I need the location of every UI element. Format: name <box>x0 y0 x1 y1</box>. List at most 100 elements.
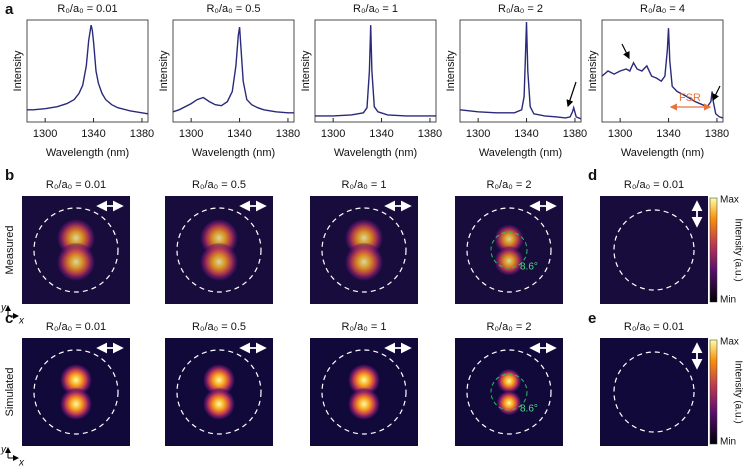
green-circle <box>490 231 528 269</box>
image-title: R₀/a₀ = 0.5 <box>192 321 246 333</box>
outline-circle <box>176 207 262 293</box>
x-tick-label: 1380 <box>276 128 300 140</box>
intensity-spot <box>494 224 524 254</box>
angle-label: 8.6° <box>520 404 538 415</box>
image-title: R₀/a₀ = 0.5 <box>192 179 246 191</box>
x-tick-label: 1340 <box>369 128 393 140</box>
plot-frame <box>459 19 582 123</box>
intensity-spot <box>347 387 381 421</box>
x-tick-label: 1300 <box>33 128 57 140</box>
spectrum-line <box>601 28 724 119</box>
arrow <box>712 85 721 102</box>
spectrum-line <box>27 24 149 115</box>
image-title: R₀/a₀ = 1 <box>342 321 387 333</box>
chart-title: R₀/a₀ = 0.01 <box>57 3 117 15</box>
intensity-spot <box>202 363 236 397</box>
colorbar-label: Intensity (a.u.) <box>732 360 743 423</box>
colorbar-min: Min <box>720 295 736 306</box>
image-title: R₀/a₀ = 0.01 <box>46 321 106 333</box>
outline-circle <box>613 351 695 433</box>
y-axis-label: Intensity <box>587 50 599 91</box>
outline-circle <box>321 349 407 435</box>
x-axis-label: Wavelength (nm) <box>334 147 417 159</box>
axis-y-label: y <box>0 303 7 314</box>
plot-frame <box>26 19 149 123</box>
intensity-spot <box>202 387 236 421</box>
panel-label: a <box>5 1 14 18</box>
outline-circle <box>176 349 262 435</box>
panel-label: d <box>588 167 597 184</box>
outline-circle <box>466 207 552 293</box>
image-background <box>600 196 708 304</box>
intensity-spot <box>496 368 522 394</box>
panel-label: e <box>588 310 596 327</box>
y-axis-label: Intensity <box>12 50 24 91</box>
image-title: R₀/a₀ = 2 <box>487 179 532 191</box>
axis-x-label: x <box>18 458 25 469</box>
plot-frame <box>601 19 724 123</box>
plot-frame <box>314 19 437 123</box>
image-title: R₀/a₀ = 0.01 <box>624 321 684 333</box>
x-axis-label: Wavelength (nm) <box>46 147 129 159</box>
x-tick-label: 1300 <box>466 128 490 140</box>
image-background <box>600 338 708 446</box>
x-tick-label: 1380 <box>418 128 442 140</box>
panel-label: c <box>5 310 13 327</box>
chart-title: R₀/a₀ = 0.5 <box>206 3 260 15</box>
x-tick-label: 1300 <box>608 128 632 140</box>
outline-circle <box>33 207 119 293</box>
chart-title: R₀/a₀ = 1 <box>353 3 398 15</box>
x-axis-label: Wavelength (nm) <box>192 147 275 159</box>
row-label: Simulated <box>4 368 16 417</box>
green-circle <box>490 373 528 411</box>
intensity-spot <box>347 363 381 397</box>
x-axis-label: Wavelength (nm) <box>479 147 562 159</box>
x-tick-label: 1380 <box>130 128 154 140</box>
outline-circle <box>613 209 695 291</box>
colorbar <box>709 339 718 445</box>
axis-x-label: x <box>18 316 25 327</box>
x-tick-label: 1340 <box>656 128 680 140</box>
intensity-spot <box>496 390 522 416</box>
angle-label: 8.6° <box>520 262 538 273</box>
arrow <box>621 43 630 60</box>
intensity-spot <box>56 242 96 282</box>
fsr-label: FSR <box>679 92 701 104</box>
x-tick-label: 1300 <box>179 128 203 140</box>
arrow <box>566 81 577 108</box>
image-title: R₀/a₀ = 0.01 <box>46 179 106 191</box>
colorbar-min: Min <box>720 437 736 448</box>
y-axis-label: Intensity <box>445 50 457 91</box>
axis-y-label: y <box>0 445 7 456</box>
outline-circle <box>33 349 119 435</box>
y-axis-label: Intensity <box>300 50 312 91</box>
spectrum-line <box>315 25 436 117</box>
x-axis-label: Wavelength (nm) <box>621 147 704 159</box>
colorbar <box>709 197 718 303</box>
colorbar-label: Intensity (a.u.) <box>732 218 743 281</box>
x-tick-label: 1340 <box>514 128 538 140</box>
plot-frame <box>172 19 295 123</box>
intensity-spot <box>199 242 239 282</box>
spectrum-line <box>172 26 294 114</box>
chart-title: R₀/a₀ = 2 <box>498 3 543 15</box>
chart-title: R₀/a₀ = 4 <box>640 3 685 15</box>
y-axis-label: Intensity <box>158 50 170 91</box>
image-title: R₀/a₀ = 1 <box>342 179 387 191</box>
intensity-spot <box>344 242 384 282</box>
spectrum-line <box>459 21 582 120</box>
image-title: R₀/a₀ = 2 <box>487 321 532 333</box>
colorbar-max: Max <box>720 195 739 206</box>
outline-circle <box>466 349 552 435</box>
x-tick-label: 1380 <box>563 128 587 140</box>
x-tick-label: 1340 <box>81 128 105 140</box>
intensity-spot <box>494 246 524 276</box>
row-label: Measured <box>4 226 16 275</box>
intensity-spot <box>59 363 93 397</box>
x-tick-label: 1340 <box>227 128 251 140</box>
image-title: R₀/a₀ = 0.01 <box>624 179 684 191</box>
x-tick-label: 1300 <box>321 128 345 140</box>
outline-circle <box>321 207 407 293</box>
panel-label: b <box>5 167 14 184</box>
